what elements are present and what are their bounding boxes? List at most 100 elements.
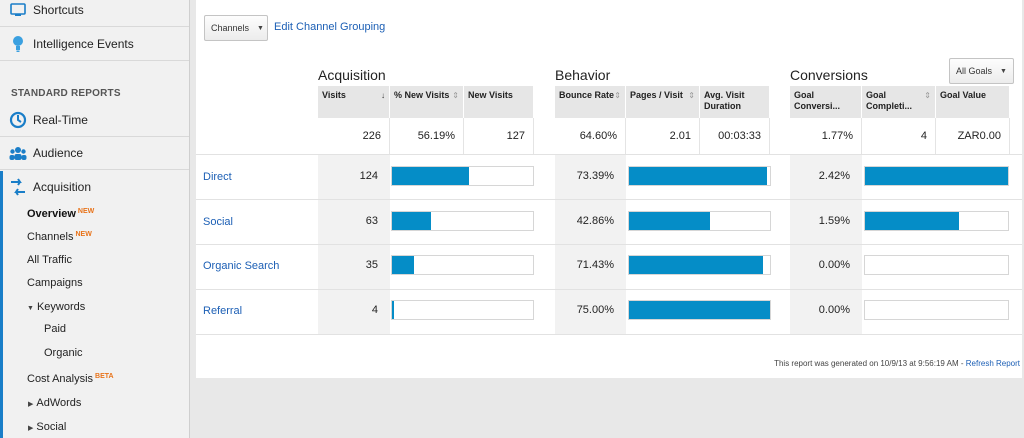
column-header-visits[interactable]: Visits ↓ [318,86,390,118]
dropdown-label: Channels [211,23,250,33]
bounce-rate-bar [628,166,771,186]
sort-icon: ⇕ [924,91,931,100]
sidebar-item-label: Acquisition [33,179,92,194]
visits-bar-fill [392,256,414,274]
total-avg-visit-duration: 00:03:33 [700,118,770,154]
sidebar-item-label: Audience [33,146,84,160]
column-header-goal-completions[interactable]: Goal Completi... ⇕ [862,86,936,118]
total-pages-visit: 2.01 [626,118,700,154]
row-goal-conversion: 0.00% [818,304,850,316]
sidebar-subitem-label: Keywords [36,301,86,313]
column-header-pages-visit[interactable]: Pages / Visit ⇕ [626,86,700,118]
sidebar-subitem-channels[interactable]: Channels NEW [27,231,92,243]
bounce-rate-bar-fill [629,212,710,230]
sidebar-subitem-label: Social [36,421,67,433]
channel-link-social[interactable]: Social [203,216,233,228]
column-header-label: Visits [322,90,346,100]
row-divider [196,334,1022,335]
goal-conversion-bar [864,300,1009,320]
column-header-pct-new-visits[interactable]: % New Visits ⇕ [390,86,464,118]
lightbulb-icon [9,35,27,53]
column-header-goal-conversion[interactable]: Goal Conversi... [790,86,862,118]
goal-conversion-bar-fill [865,212,959,230]
column-header-new-visits[interactable]: New Visits [464,86,534,118]
total-new-visits: 127 [464,118,534,154]
bounce-rate-bar [628,211,771,231]
column-header-bounce-rate[interactable]: Bounce Rate ⇕ [555,86,626,118]
row-bounce-rate: 75.00% [576,304,614,316]
column-header-label: Goal Value [940,90,987,100]
sort-icon: ⇕ [614,91,621,100]
sidebar-subitem-campaigns[interactable]: Campaigns [27,277,83,289]
sidebar-subitem-organic[interactable]: Organic [44,347,83,359]
channel-link-direct[interactable]: Direct [203,171,232,183]
sidebar-subitem-keywords[interactable]: ▼ Keywords [27,301,85,313]
visits-bar [391,211,534,231]
goal-conversion-bar-fill [865,167,1008,185]
audience-icon [9,144,27,162]
row-goal-conversion: 0.00% [818,259,850,271]
bounce-rate-bar-fill [629,301,770,319]
sidebar-subitem-social[interactable]: ▶ Social [28,421,66,433]
beta-badge: BETA [95,373,114,380]
column-header-label: New Visits [468,90,513,100]
sidebar-item-intelligence-events[interactable]: Intelligence Events [0,28,189,61]
report-generated-note: This report was generated on 10/9/13 at … [774,359,1020,368]
goal-conversion-bar [864,255,1009,275]
column-header-goal-value[interactable]: Goal Value [936,86,1010,118]
sidebar-subitem-cost-analysis[interactable]: Cost Analysis BETA [27,373,114,385]
column-header-label: Avg. Visit Duration [704,90,745,111]
sidebar-item-label: Real-Time [33,113,88,127]
total-goal-completions: 4 [862,118,936,154]
channel-link-organic-search[interactable]: Organic Search [203,260,280,272]
visits-bar-fill [392,301,395,319]
row-visits: 63 [365,215,378,227]
sidebar-subitem-paid[interactable]: Paid [44,323,67,335]
row-divider [196,154,1022,155]
chevron-down-icon: ▼ [1000,67,1007,75]
visits-bar [391,300,534,320]
all-goals-dropdown[interactable]: All Goals ▼ [949,58,1014,84]
new-badge: NEW [77,208,95,215]
total-visits: 226 [318,118,390,154]
group-title-behavior: Behavior [555,67,611,83]
total-bounce-rate: 64.60% [555,118,626,154]
sort-icon: ⇕ [688,91,695,100]
report-panel: Channels ▼ Edit Channel Grouping All Goa… [196,0,1022,378]
sidebar-item-shortcuts[interactable]: Shortcuts [0,0,189,27]
sidebar-subitem-adwords[interactable]: ▶ AdWords [28,397,81,409]
sidebar-item-audience[interactable]: Audience [0,137,189,170]
edit-channel-grouping-link[interactable]: Edit Channel Grouping [274,21,386,33]
channel-link-referral[interactable]: Referral [203,305,243,317]
column-header-label: Goal Completi... [866,90,913,111]
generated-text: This report was generated on 10/9/13 at … [774,359,966,368]
goal-conversion-bar [864,166,1009,186]
sort-descending-icon: ↓ [381,91,385,100]
bounce-rate-bar-fill [629,167,767,185]
expanded-triangle-icon: ▼ [27,305,34,312]
bounce-rate-bar [628,300,771,320]
column-header-label: Goal Conversi... [794,90,841,111]
total-pct-new-visits: 56.19% [390,118,464,154]
chevron-down-icon: ▼ [257,24,264,32]
sidebar-subitem-label: Cost Analysis [27,373,94,385]
sidebar-item-real-time[interactable]: Real-Time [0,104,189,137]
sidebar: Shortcuts Intelligence Events STANDARD R… [0,0,190,438]
shortcuts-icon [9,1,27,19]
column-header-avg-visit-duration[interactable]: Avg. Visit Duration [700,86,770,118]
visits-bar-fill [392,212,432,230]
column-header-label: % New Visits [394,90,450,100]
channel-grouping-dropdown[interactable]: Channels ▼ [204,15,268,41]
new-badge: NEW [75,231,92,238]
row-bounce-rate: 42.86% [576,215,614,227]
column-header-label: Pages / Visit [630,90,683,100]
total-goal-value: ZAR0.00 [936,118,1010,154]
sidebar-item-acquisition[interactable]: Acquisition [0,170,189,203]
bounce-rate-bar [628,255,771,275]
group-title-acquisition: Acquisition [318,67,386,83]
refresh-report-link[interactable]: Refresh Report [965,359,1020,368]
sidebar-subitem-all-traffic[interactable]: All Traffic [27,254,73,266]
row-visits: 124 [359,170,378,182]
sidebar-subitem-label: Channels [27,231,74,243]
sidebar-subitem-overview[interactable]: Overview NEW [27,208,94,220]
